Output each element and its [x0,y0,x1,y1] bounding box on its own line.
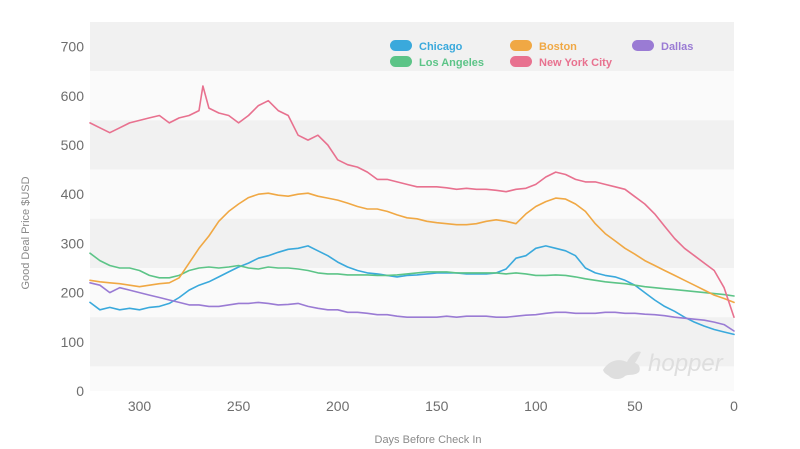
series-line-los-angeles [89,252,735,297]
y-tick-label: 0 [76,383,84,399]
grid-band [90,22,734,72]
legend: Chicago Los Angeles Boston New York City Dal… [390,40,693,69]
legend-label: Los Angeles [419,57,484,69]
legend-label: Chicago [419,41,463,53]
x-tick-label: 200 [326,398,350,414]
grid-band [90,317,734,367]
x-tick-label: 100 [524,398,548,414]
y-tick-label: 100 [61,334,85,350]
grid-band [90,169,734,219]
grid-band [90,268,734,318]
legend-swatch [390,40,412,51]
legend-label: Boston [539,41,577,53]
legend-swatch [632,40,654,51]
y-axis-ticks: 0 100 200 300 400 500 600 700 [61,39,85,399]
legend-item: Boston [510,40,577,53]
y-tick-label: 200 [61,285,85,301]
x-axis-ticks: 300 250 200 150 100 50 0 [128,398,738,414]
legend-label: New York City [539,57,613,69]
legend-swatch [510,40,532,51]
legend-item: Dallas [632,40,693,53]
y-axis-title: Good Deal Price $USD [20,176,32,289]
legend-item: New York City [510,56,613,69]
x-tick-label: 300 [128,398,152,414]
legend-item: Chicago [390,40,463,53]
series-line-new-york-city [89,85,735,318]
y-tick-label: 500 [61,137,85,153]
grid-band [90,218,734,268]
y-tick-label: 300 [61,235,85,251]
y-tick-label: 400 [61,186,85,202]
grid-band [90,120,734,170]
series-lines [89,85,735,336]
legend-swatch [510,56,532,67]
x-tick-label: 50 [627,398,643,414]
series-line-dallas [89,282,735,332]
legend-item: Los Angeles [390,56,484,69]
x-axis-title: Days Before Check In [375,434,482,446]
legend-label: Dallas [661,41,693,53]
grid-band [90,71,734,121]
watermark-text: hopper [648,350,724,377]
hopper-watermark: hopper [603,350,724,379]
x-tick-label: 250 [227,398,251,414]
x-tick-label: 150 [425,398,449,414]
legend-swatch [390,56,412,67]
y-tick-label: 700 [61,39,85,55]
series-line-chicago [89,245,735,336]
background-bands [90,22,734,391]
series-line-boston [89,192,735,304]
rabbit-icon [603,351,641,379]
y-tick-label: 600 [61,88,85,104]
x-tick-label: 0 [730,398,738,414]
